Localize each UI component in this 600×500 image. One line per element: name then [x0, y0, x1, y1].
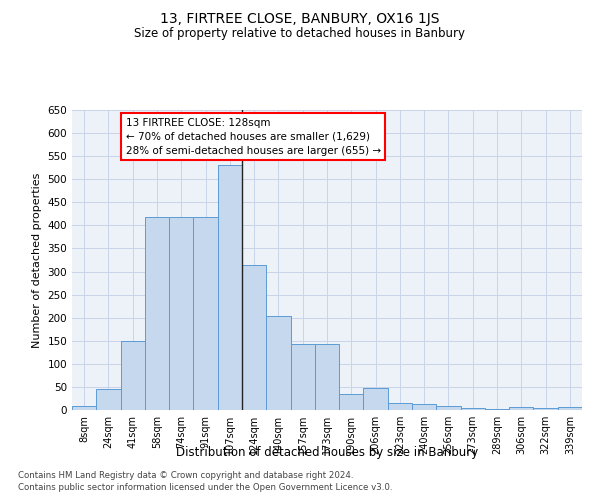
Bar: [315, 344, 339, 410]
Bar: [533, 408, 558, 410]
Text: Distribution of detached houses by size in Banbury: Distribution of detached houses by size …: [176, 446, 478, 459]
Text: 13, FIRTREE CLOSE, BANBURY, OX16 1JS: 13, FIRTREE CLOSE, BANBURY, OX16 1JS: [160, 12, 440, 26]
Bar: [193, 217, 218, 410]
Bar: [339, 394, 364, 410]
Y-axis label: Number of detached properties: Number of detached properties: [32, 172, 42, 348]
Bar: [266, 316, 290, 410]
Bar: [364, 388, 388, 410]
Bar: [509, 407, 533, 410]
Text: Contains public sector information licensed under the Open Government Licence v3: Contains public sector information licen…: [18, 484, 392, 492]
Bar: [96, 389, 121, 410]
Bar: [412, 404, 436, 410]
Bar: [558, 407, 582, 410]
Text: Contains HM Land Registry data © Crown copyright and database right 2024.: Contains HM Land Registry data © Crown c…: [18, 471, 353, 480]
Bar: [461, 408, 485, 410]
Bar: [290, 344, 315, 410]
Bar: [436, 406, 461, 410]
Text: 13 FIRTREE CLOSE: 128sqm
← 70% of detached houses are smaller (1,629)
28% of sem: 13 FIRTREE CLOSE: 128sqm ← 70% of detach…: [125, 118, 380, 156]
Bar: [485, 409, 509, 410]
Bar: [145, 217, 169, 410]
Bar: [72, 406, 96, 410]
Bar: [242, 264, 266, 410]
Bar: [169, 217, 193, 410]
Text: Size of property relative to detached houses in Banbury: Size of property relative to detached ho…: [134, 28, 466, 40]
Bar: [218, 166, 242, 410]
Bar: [388, 403, 412, 410]
Bar: [121, 341, 145, 410]
